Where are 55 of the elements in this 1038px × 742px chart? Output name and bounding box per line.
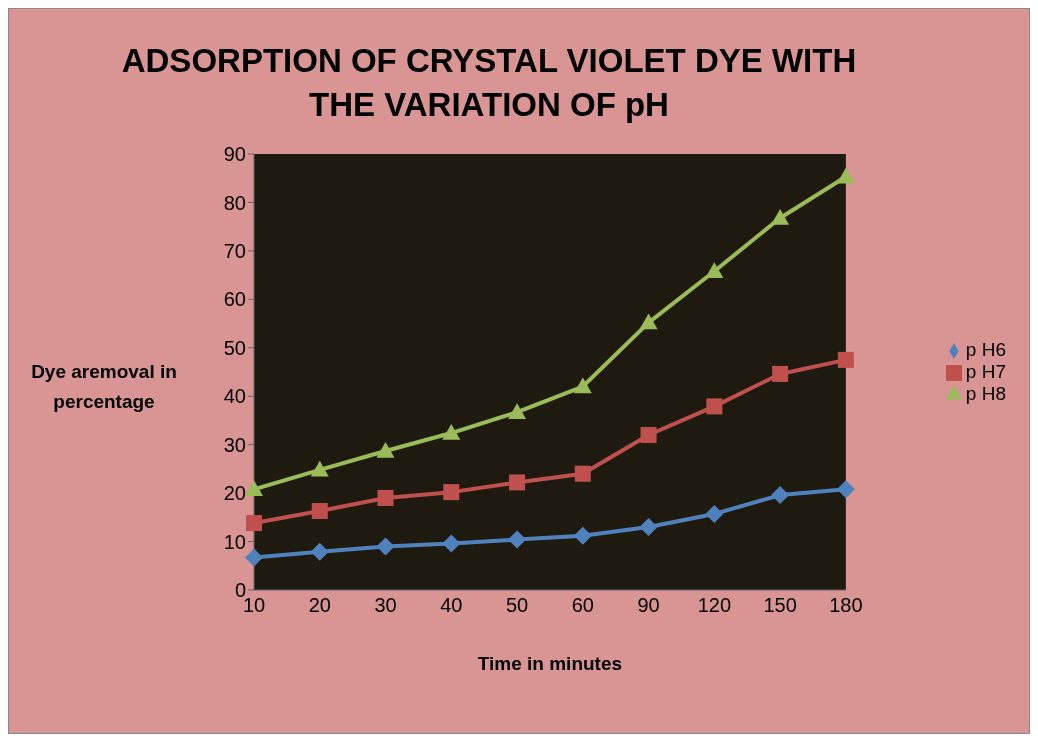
point bbox=[508, 403, 527, 419]
point bbox=[639, 518, 658, 537]
x-tick-label: 120 bbox=[697, 594, 732, 617]
point bbox=[706, 398, 723, 415]
y-tick-label: 60 bbox=[223, 288, 246, 311]
x-axis-title: Time in minutes bbox=[477, 653, 623, 674]
legend-label: p H8 bbox=[965, 383, 1006, 404]
x-tick-label: 20 bbox=[308, 594, 331, 617]
y-tick-label: 40 bbox=[223, 385, 246, 408]
y-axis-title: Dye aremoval in percentage bbox=[30, 360, 178, 414]
point bbox=[574, 465, 591, 482]
chart-title: ADSORPTION OF CRYSTAL VIOLET DYE WITH THE VARIATION OF pH bbox=[120, 41, 858, 125]
y-tick-label: 70 bbox=[223, 239, 246, 262]
x-tick-label: 50 bbox=[505, 594, 529, 617]
y-tick-label: 30 bbox=[223, 433, 246, 456]
point bbox=[837, 351, 854, 368]
point bbox=[705, 504, 724, 523]
point bbox=[376, 537, 395, 556]
y-tick-label: 20 bbox=[223, 482, 246, 505]
x-tick-label: 40 bbox=[440, 594, 463, 617]
y-tick-label: 50 bbox=[223, 336, 246, 359]
point bbox=[705, 262, 724, 278]
point bbox=[771, 208, 790, 225]
point bbox=[245, 480, 263, 496]
point bbox=[311, 503, 328, 520]
x-tick-label: 180 bbox=[829, 594, 863, 617]
point bbox=[573, 377, 592, 394]
x-tick-label: 90 bbox=[637, 594, 660, 617]
point bbox=[508, 530, 527, 549]
point bbox=[509, 474, 526, 491]
point bbox=[376, 441, 395, 458]
point bbox=[836, 480, 855, 499]
point bbox=[310, 542, 329, 561]
point bbox=[639, 313, 658, 330]
y-tick-label: 90 bbox=[223, 143, 246, 166]
x-tick-label: 150 bbox=[763, 594, 797, 617]
point bbox=[310, 460, 329, 477]
point bbox=[836, 167, 855, 184]
x-tick-label: 30 bbox=[374, 594, 397, 617]
point bbox=[771, 486, 790, 505]
point bbox=[640, 426, 657, 443]
y-tick-label: 10 bbox=[223, 530, 246, 553]
legend-label: p H6 bbox=[965, 339, 1006, 360]
y-tick-label: 80 bbox=[223, 191, 246, 214]
point bbox=[377, 489, 394, 506]
legend-label: p H7 bbox=[965, 361, 1006, 382]
point bbox=[772, 365, 789, 382]
y-tick-label: 0 bbox=[234, 579, 246, 602]
point bbox=[443, 484, 460, 501]
point bbox=[442, 424, 461, 440]
point bbox=[246, 515, 262, 532]
point bbox=[442, 534, 461, 553]
x-tick-label: 60 bbox=[571, 594, 594, 617]
point bbox=[573, 526, 592, 545]
point bbox=[245, 548, 263, 567]
